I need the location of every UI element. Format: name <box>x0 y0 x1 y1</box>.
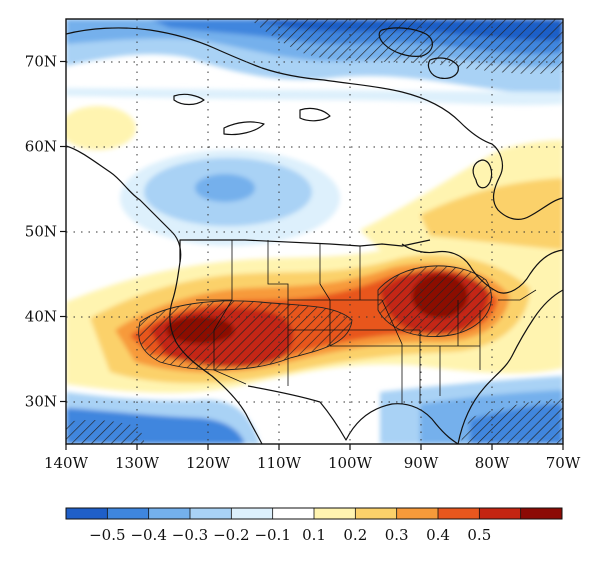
colorbar-swatch <box>148 508 191 519</box>
colorbar: −0.5 −0.4 −0.3 −0.2 −0.1 0.1 0.2 0.3 0.4 0.5 <box>65 507 563 544</box>
colorbar-swatch <box>231 508 274 519</box>
latitude-axis: 70N 60N 50N 40N 30N <box>25 53 66 411</box>
colorbar-swatch <box>190 508 232 519</box>
colorbar-swatch <box>355 508 398 519</box>
lat-tick-label: 70N <box>25 53 57 71</box>
colorbar-swatch <box>479 508 522 519</box>
lat-tick-label: 60N <box>25 138 57 156</box>
colorbar-swatch <box>107 508 150 519</box>
colorbar-swatch <box>314 508 356 519</box>
colorbar-label: −0.5 <box>89 526 125 544</box>
lon-tick-label: 110W <box>257 454 302 472</box>
lon-tick-label: 80W <box>475 454 510 472</box>
colorbar-label: 0.5 <box>467 526 491 544</box>
colorbar-swatch <box>520 508 563 519</box>
colorbar-label: −0.3 <box>172 526 208 544</box>
lon-tick-label: 140W <box>44 454 89 472</box>
colorbar-label: 0.4 <box>426 526 450 544</box>
state-borders <box>196 240 537 404</box>
colorbar-label: −0.2 <box>213 526 249 544</box>
lon-tick-label: 100W <box>328 454 373 472</box>
colorbar-label: 0.3 <box>385 526 409 544</box>
colorbar-label: 0.1 <box>302 526 326 544</box>
colorbar-label: 0.2 <box>343 526 367 544</box>
lat-tick-label: 30N <box>25 393 57 411</box>
graticule <box>66 19 563 444</box>
lon-tick-label: 120W <box>186 454 231 472</box>
colorbar-label: −0.4 <box>130 526 166 544</box>
colorbar-swatch <box>438 508 480 519</box>
colorbar-frame <box>65 507 563 520</box>
colorbar-swatch <box>272 508 315 519</box>
lon-tick-label: 70W <box>546 454 581 472</box>
lon-tick-label: 90W <box>404 454 439 472</box>
colorbar-swatch <box>66 508 108 519</box>
map-panel <box>66 19 563 444</box>
lon-tick-label: 130W <box>115 454 160 472</box>
longitude-axis: 140W 130W 120W 110W 100W 90W 80W 70W <box>44 444 581 472</box>
colorbar-swatch <box>396 508 439 519</box>
significance-hatching <box>66 19 563 444</box>
coastlines <box>66 27 563 444</box>
lat-tick-label: 40N <box>25 308 57 326</box>
colorbar-label: −0.1 <box>254 526 290 544</box>
lat-tick-label: 50N <box>25 223 57 241</box>
